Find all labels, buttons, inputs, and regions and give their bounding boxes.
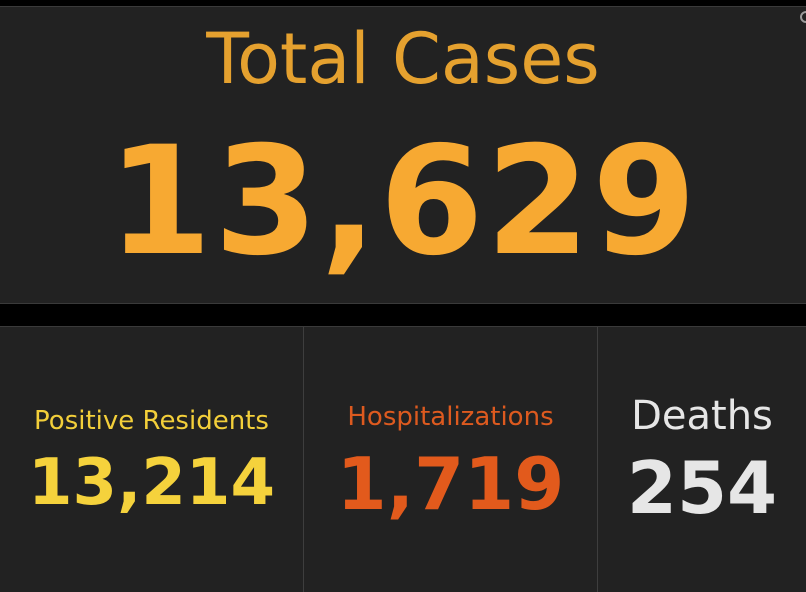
hospitalizations-label: Hospitalizations (347, 402, 554, 432)
info-icon[interactable] (800, 11, 806, 23)
deaths-value: 254 (626, 446, 778, 530)
total-cases-value: 13,629 (107, 115, 699, 289)
deaths-panel: Deaths 254 (597, 327, 806, 592)
total-cases-title: Total Cases (206, 18, 600, 100)
positive-residents-label: Positive Residents (34, 406, 269, 436)
hospitalizations-value: 1,719 (336, 442, 565, 526)
positive-residents-value: 13,214 (28, 446, 275, 520)
hospitalizations-panel: Hospitalizations 1,719 (303, 327, 597, 592)
stats-row: Positive Residents 13,214 Hospitalizatio… (0, 326, 806, 592)
deaths-label: Deaths (631, 393, 773, 439)
positive-residents-panel: Positive Residents 13,214 (0, 327, 303, 592)
total-cases-panel: Total Cases 13,629 (0, 6, 806, 304)
